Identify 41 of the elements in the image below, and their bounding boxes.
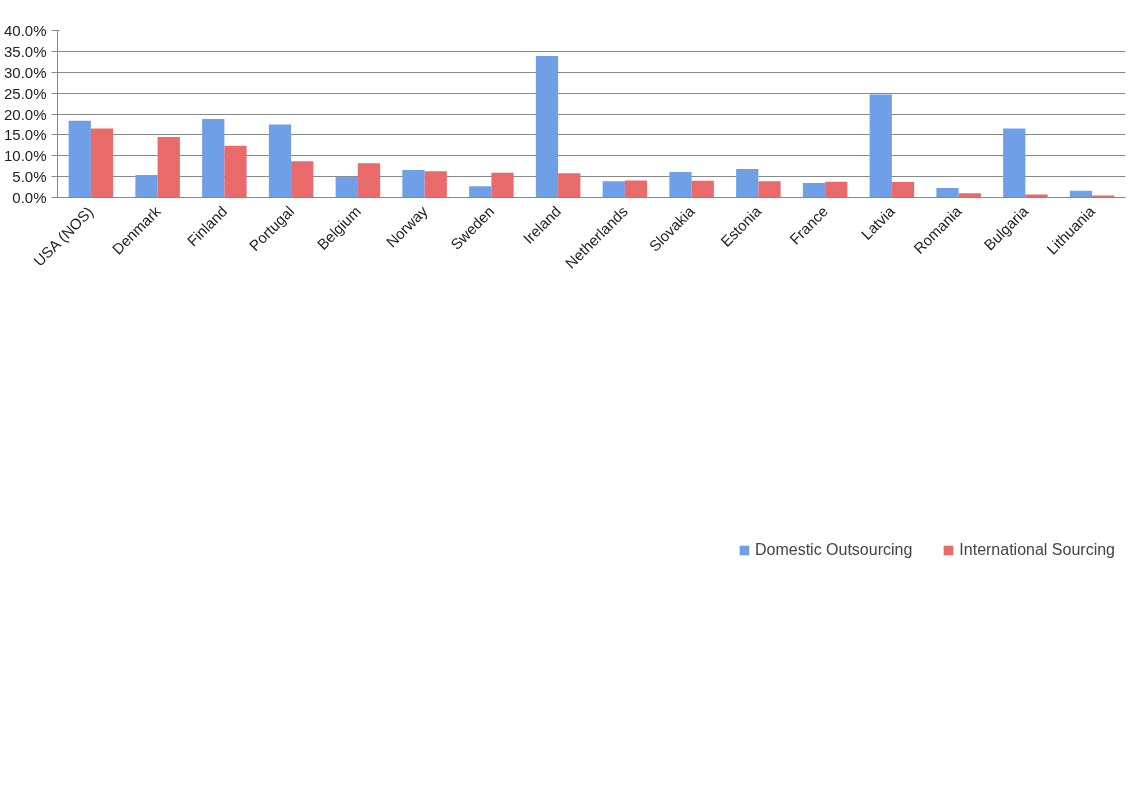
bar — [736, 169, 759, 198]
y-tick-label: 35.0% — [3, 42, 47, 60]
y-tick-label: 10.0% — [3, 147, 47, 165]
y-tick-label: 30.0% — [3, 63, 47, 81]
bar — [202, 119, 225, 198]
bar — [758, 181, 781, 198]
bar — [357, 163, 381, 198]
bar — [402, 169, 425, 198]
bar — [424, 171, 447, 198]
bar — [291, 161, 314, 198]
bar — [802, 182, 826, 198]
bar — [90, 128, 114, 198]
bar — [558, 173, 581, 198]
bar — [936, 187, 959, 198]
bar — [135, 174, 158, 198]
bar — [224, 145, 247, 198]
bar — [602, 181, 625, 198]
y-tick-label: 15.0% — [3, 126, 47, 144]
y-tick-label: 5.0% — [12, 168, 47, 186]
bar — [469, 186, 492, 198]
bar — [669, 172, 692, 198]
legend-label: Domestic Outsourcing — [754, 541, 913, 559]
bar — [268, 124, 292, 198]
bar — [691, 180, 714, 198]
bar — [335, 176, 358, 198]
bar — [869, 94, 892, 198]
bar — [68, 120, 91, 198]
bar — [535, 55, 559, 198]
legend-label: International Sourcing — [959, 541, 1115, 559]
y-tick-label: 0.0% — [12, 189, 47, 206]
y-tick-label: 40.0% — [3, 22, 47, 39]
bar — [491, 172, 514, 198]
bar — [958, 193, 981, 198]
y-tick-label: 20.0% — [3, 105, 47, 123]
bar — [624, 180, 648, 198]
y-tick-label: 25.0% — [3, 84, 47, 102]
bar — [825, 181, 848, 198]
bar — [1092, 195, 1115, 198]
bar — [157, 136, 180, 198]
bar — [891, 182, 915, 198]
bar — [1003, 128, 1026, 198]
